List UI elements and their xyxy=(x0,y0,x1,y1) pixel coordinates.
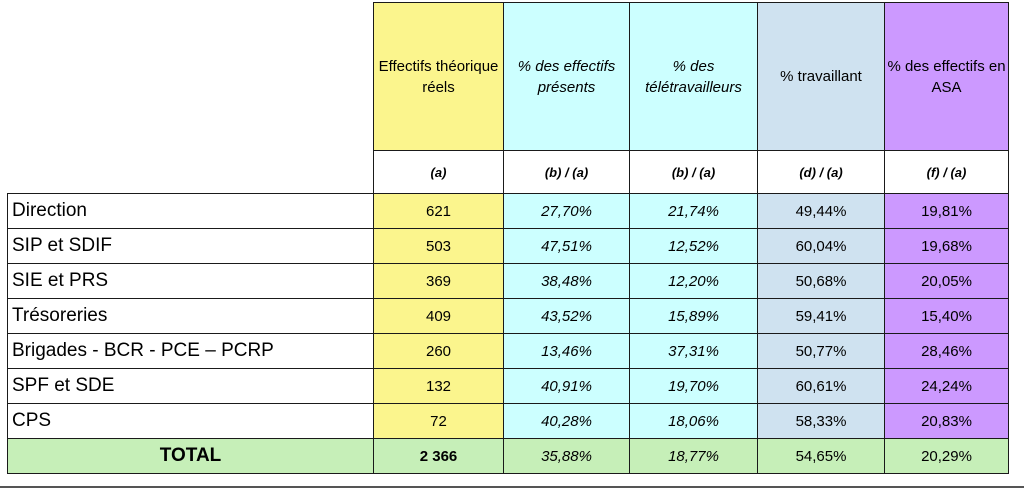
bottom-divider xyxy=(0,486,1024,488)
header-blank-cell xyxy=(8,3,374,151)
cell-presents: 40,91% xyxy=(503,368,630,404)
table-row: Direction 621 27,70% 21,74% 49,44% 19,81… xyxy=(7,193,1009,229)
table-row: SIE et PRS 369 38,48% 12,20% 50,68% 20,0… xyxy=(7,263,1009,299)
cell-effectifs: 503 xyxy=(373,228,504,264)
cell-teletravailleurs: 37,31% xyxy=(629,333,758,369)
formula-teletravailleurs: (b) / (a) xyxy=(629,150,758,194)
total-asa: 20,29% xyxy=(884,438,1009,474)
cell-teletravailleurs: 19,70% xyxy=(629,368,758,404)
cell-asa: 19,68% xyxy=(884,228,1009,264)
cell-effectifs: 369 xyxy=(373,263,504,299)
table-row: Brigades - BCR - PCE – PCRP 260 13,46% 3… xyxy=(7,333,1009,369)
total-travaillant: 54,65% xyxy=(757,438,885,474)
cell-travaillant: 49,44% xyxy=(757,193,885,229)
cell-travaillant: 59,41% xyxy=(757,298,885,334)
cell-presents: 13,46% xyxy=(503,333,630,369)
row-label: Direction xyxy=(7,193,374,229)
table-row: Trésoreries 409 43,52% 15,89% 59,41% 15,… xyxy=(7,298,1009,334)
cell-asa: 15,40% xyxy=(884,298,1009,334)
cell-teletravailleurs: 12,52% xyxy=(629,228,758,264)
header-travaillant: % travaillant xyxy=(757,2,885,151)
cell-travaillant: 60,61% xyxy=(757,368,885,404)
formula-travaillant: (d) / (a) xyxy=(757,150,885,194)
formula-row: (a) (b) / (a) (b) / (a) (d) / (a) (f) / … xyxy=(8,150,1009,194)
cell-presents: 47,51% xyxy=(503,228,630,264)
table-row: SPF et SDE 132 40,91% 19,70% 60,61% 24,2… xyxy=(7,368,1009,404)
total-presents: 35,88% xyxy=(503,438,630,474)
row-label: Brigades - BCR - PCE – PCRP xyxy=(7,333,374,369)
header-asa: % des effectifs en ASA xyxy=(884,2,1009,151)
cell-asa: 24,24% xyxy=(884,368,1009,404)
table-row: SIP et SDIF 503 47,51% 12,52% 60,04% 19,… xyxy=(7,228,1009,264)
table-row: CPS 72 40,28% 18,06% 58,33% 20,83% xyxy=(7,403,1009,439)
cell-asa: 28,46% xyxy=(884,333,1009,369)
row-label: SIE et PRS xyxy=(7,263,374,299)
total-label: TOTAL xyxy=(7,438,374,474)
cell-teletravailleurs: 21,74% xyxy=(629,193,758,229)
cell-asa: 20,05% xyxy=(884,263,1009,299)
cell-travaillant: 58,33% xyxy=(757,403,885,439)
header-row: Effectifs théorique réels % des effectif… xyxy=(8,2,1009,151)
header-teletravailleurs: % des télétravailleurs xyxy=(629,2,758,151)
cell-presents: 27,70% xyxy=(503,193,630,229)
formula-asa: (f) / (a) xyxy=(884,150,1009,194)
cell-teletravailleurs: 18,06% xyxy=(629,403,758,439)
row-label: SIP et SDIF xyxy=(7,228,374,264)
row-label: CPS xyxy=(7,403,374,439)
cell-presents: 38,48% xyxy=(503,263,630,299)
cell-travaillant: 60,04% xyxy=(757,228,885,264)
formula-blank-cell xyxy=(8,151,374,194)
total-effectifs: 2 366 xyxy=(373,438,504,474)
cell-presents: 43,52% xyxy=(503,298,630,334)
cell-teletravailleurs: 12,20% xyxy=(629,263,758,299)
row-label: Trésoreries xyxy=(7,298,374,334)
cell-effectifs: 260 xyxy=(373,333,504,369)
cell-effectifs: 621 xyxy=(373,193,504,229)
formula-effectifs: (a) xyxy=(373,150,504,194)
total-row: TOTAL 2 366 35,88% 18,77% 54,65% 20,29% xyxy=(7,438,1009,474)
cell-effectifs: 72 xyxy=(373,403,504,439)
formula-presents: (b) / (a) xyxy=(503,150,630,194)
header-effectifs: Effectifs théorique réels xyxy=(373,2,504,151)
total-teletravailleurs: 18,77% xyxy=(629,438,758,474)
cell-travaillant: 50,77% xyxy=(757,333,885,369)
cell-travaillant: 50,68% xyxy=(757,263,885,299)
row-label: SPF et SDE xyxy=(7,368,374,404)
cell-effectifs: 409 xyxy=(373,298,504,334)
cell-effectifs: 132 xyxy=(373,368,504,404)
cell-teletravailleurs: 15,89% xyxy=(629,298,758,334)
cell-presents: 40,28% xyxy=(503,403,630,439)
staffing-table: Effectifs théorique réels % des effectif… xyxy=(7,2,1009,474)
header-presents: % des effectifs présents xyxy=(503,2,630,151)
cell-asa: 19,81% xyxy=(884,193,1009,229)
cell-asa: 20,83% xyxy=(884,403,1009,439)
